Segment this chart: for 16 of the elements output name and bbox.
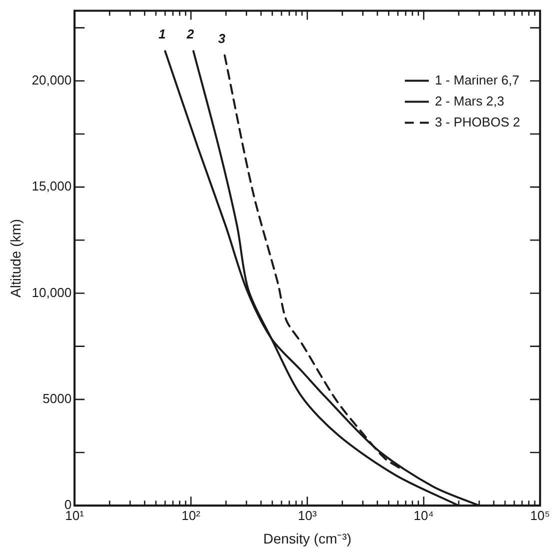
y-tick-label: 15,000 [32,178,72,194]
y-tick-label: 5000 [42,391,72,406]
x-tick-label: 10² [182,508,201,523]
annotation: 1 [158,26,166,42]
legend-label: 3 - PHOBOS 2 [434,114,520,130]
y-axis-title: Altitude (km) [7,218,24,298]
x-tick-label: 10⁵ [530,508,550,523]
annotation: 3 [218,30,226,46]
legend-label: 2 - Mars 2,3 [434,93,504,108]
x-tick-label: 10³ [298,508,318,523]
x-axis-title: Density (cm⁻³) [263,530,352,546]
y-tick-label: 20,000 [32,72,72,88]
annotation: 2 [186,26,195,42]
y-tick-label: 10,000 [32,284,72,300]
legend-label: 1 - Mariner 6,7 [434,72,520,88]
x-tick-label: 10⁴ [414,508,434,523]
